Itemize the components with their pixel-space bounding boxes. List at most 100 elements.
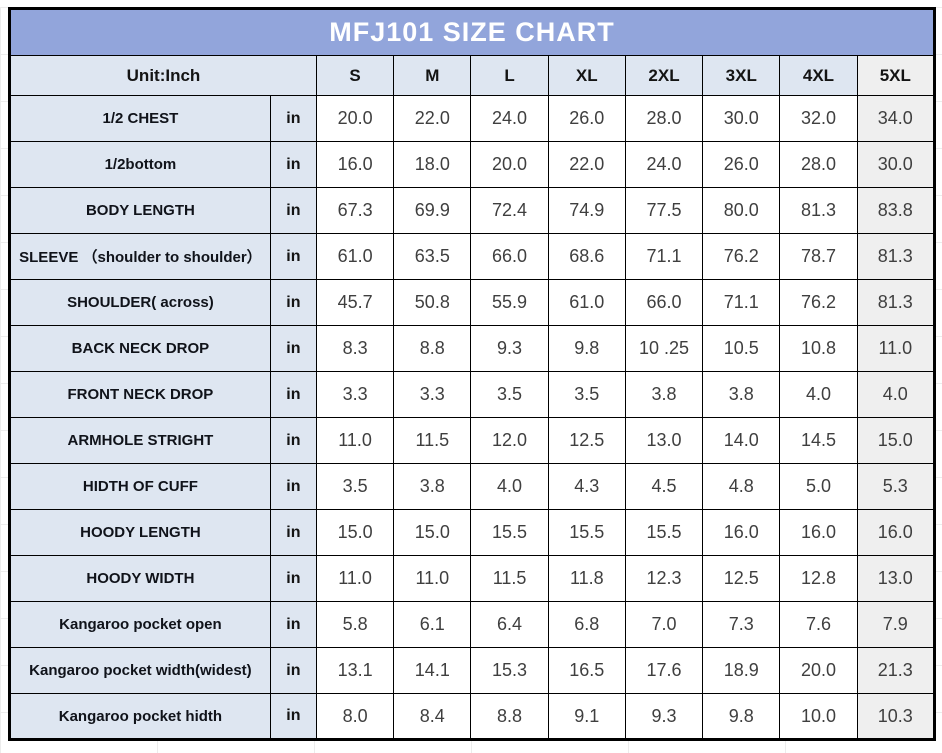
size-header-row: Unit:Inch S M L XL 2XL 3XL 4XL 5XL — [9, 55, 936, 96]
unit-cell: in — [269, 509, 317, 556]
value-cell: 15.5 — [547, 509, 626, 556]
value-cell: 28.0 — [779, 141, 858, 188]
value-cell: 61.0 — [547, 279, 626, 326]
value-cell: 3.5 — [470, 371, 549, 418]
value-cell: 26.0 — [702, 141, 781, 188]
unit-cell: in — [269, 325, 317, 372]
table-row: BACK NECK DROP in 8.3 8.8 9.3 9.8 10 .25 10.5 10… — [9, 325, 936, 372]
value-cell: 6.8 — [547, 601, 626, 648]
spreadsheet-canvas: MFJ101 SIZE CHART Unit:Inch S M L XL 2XL 3XL 4… — [0, 7, 942, 753]
value-cell: 18.0 — [393, 141, 472, 188]
value-cell: 78.7 — [779, 233, 858, 280]
value-cell: 7.0 — [624, 601, 704, 648]
value-cell: 81.3 — [856, 233, 936, 280]
table-row: HOODY LENGTH in 15.0 15.0 15.5 15.5 15.5 16.0 16… — [9, 509, 936, 556]
unit-cell: in — [269, 95, 317, 142]
value-cell: 12.5 — [702, 555, 781, 602]
value-cell: 81.3 — [856, 279, 936, 326]
row-label: HOODY WIDTH — [9, 555, 271, 602]
row-label: SLEEVE （shoulder to shoulder） — [9, 233, 271, 280]
value-cell: 24.0 — [470, 95, 549, 142]
value-cell: 3.5 — [315, 463, 395, 510]
value-cell: 69.9 — [393, 187, 472, 234]
title-row: MFJ101 SIZE CHART — [9, 8, 935, 56]
value-cell: 12.3 — [624, 555, 704, 602]
value-cell: 76.2 — [702, 233, 781, 280]
value-cell: 11.0 — [315, 417, 395, 464]
value-cell: 80.0 — [702, 187, 781, 234]
table-row: BODY LENGTH in 67.3 69.9 72.4 74.9 77.5 80.0 81.… — [9, 187, 936, 234]
size-column-header: 4XL — [779, 55, 858, 96]
value-cell: 13.0 — [856, 555, 936, 602]
value-cell: 11.0 — [315, 555, 395, 602]
value-cell: 7.9 — [856, 601, 936, 648]
value-cell: 26.0 — [547, 95, 626, 142]
value-cell: 15.5 — [470, 509, 549, 556]
unit-cell: in — [269, 601, 317, 648]
value-cell: 8.8 — [470, 693, 549, 740]
row-label: Kangaroo pocket open — [9, 601, 271, 648]
value-cell: 32.0 — [779, 95, 858, 142]
value-cell: 6.1 — [393, 601, 472, 648]
value-cell: 20.0 — [315, 95, 395, 142]
page-title: MFJ101 SIZE CHART — [9, 8, 935, 56]
value-cell: 72.4 — [470, 187, 549, 234]
size-column-header: 3XL — [702, 55, 781, 96]
value-cell: 8.8 — [393, 325, 472, 372]
value-cell: 67.3 — [315, 187, 395, 234]
value-cell: 17.6 — [624, 647, 704, 694]
value-cell: 15.0 — [393, 509, 472, 556]
size-column-header: L — [470, 55, 549, 96]
value-cell: 4.0 — [856, 371, 936, 418]
row-label: HIDTH OF CUFF — [9, 463, 271, 510]
unit-cell: in — [269, 371, 317, 418]
value-cell: 16.5 — [547, 647, 626, 694]
value-cell: 21.3 — [856, 647, 936, 694]
row-label: FRONT NECK DROP — [9, 371, 271, 418]
value-cell: 13.1 — [315, 647, 395, 694]
value-cell: 9.8 — [547, 325, 626, 372]
value-cell: 3.8 — [393, 463, 472, 510]
value-cell: 16.0 — [315, 141, 395, 188]
value-cell: 81.3 — [779, 187, 858, 234]
table-row: Kangaroo pocket width(widest) in 13.1 14.1 1… — [9, 647, 936, 694]
value-cell: 50.8 — [393, 279, 472, 326]
size-column-header: 5XL — [856, 55, 936, 96]
value-cell: 4.8 — [702, 463, 781, 510]
value-cell: 14.5 — [779, 417, 858, 464]
value-cell: 30.0 — [856, 141, 936, 188]
value-cell: 3.8 — [624, 371, 704, 418]
value-cell: 4.0 — [779, 371, 858, 418]
value-cell: 61.0 — [315, 233, 395, 280]
value-cell: 74.9 — [547, 187, 626, 234]
table-row: ARMHOLE STRIGHT in 11.0 11.5 12.0 12.5 13.0 14.… — [9, 417, 936, 464]
value-cell: 7.6 — [779, 601, 858, 648]
row-label: Kangaroo pocket hidth — [9, 693, 271, 740]
row-label: 1/2 CHEST — [9, 95, 271, 142]
value-cell: 12.8 — [779, 555, 858, 602]
value-cell: 4.5 — [624, 463, 704, 510]
unit-header: Unit:Inch — [9, 55, 317, 96]
row-label: BACK NECK DROP — [9, 325, 271, 372]
table-row: Kangaroo pocket hidth in 8.0 8.4 8.8 9.1 9.3 9.… — [9, 693, 936, 740]
value-cell: 45.7 — [315, 279, 395, 326]
value-cell: 16.0 — [779, 509, 858, 556]
row-label: ARMHOLE STRIGHT — [9, 417, 271, 464]
value-cell: 12.5 — [547, 417, 626, 464]
value-cell: 20.0 — [779, 647, 858, 694]
value-cell: 3.8 — [702, 371, 781, 418]
value-cell: 8.0 — [315, 693, 395, 740]
table-row: 1/2 CHEST in 20.0 22.0 24.0 26.0 28.0 30.0 32.0 3… — [9, 95, 936, 142]
value-cell: 10.5 — [702, 325, 781, 372]
value-cell: 30.0 — [702, 95, 781, 142]
value-cell: 11.8 — [547, 555, 626, 602]
unit-cell: in — [269, 233, 317, 280]
size-chart-table: MFJ101 SIZE CHART Unit:Inch S M L XL 2XL 3XL 4… — [8, 7, 936, 741]
value-cell: 22.0 — [393, 95, 472, 142]
value-cell: 4.0 — [470, 463, 549, 510]
value-cell: 10.8 — [779, 325, 858, 372]
value-cell: 10.3 — [856, 693, 936, 740]
value-cell: 11.5 — [470, 555, 549, 602]
value-cell: 9.1 — [547, 693, 626, 740]
value-cell: 34.0 — [856, 95, 936, 142]
